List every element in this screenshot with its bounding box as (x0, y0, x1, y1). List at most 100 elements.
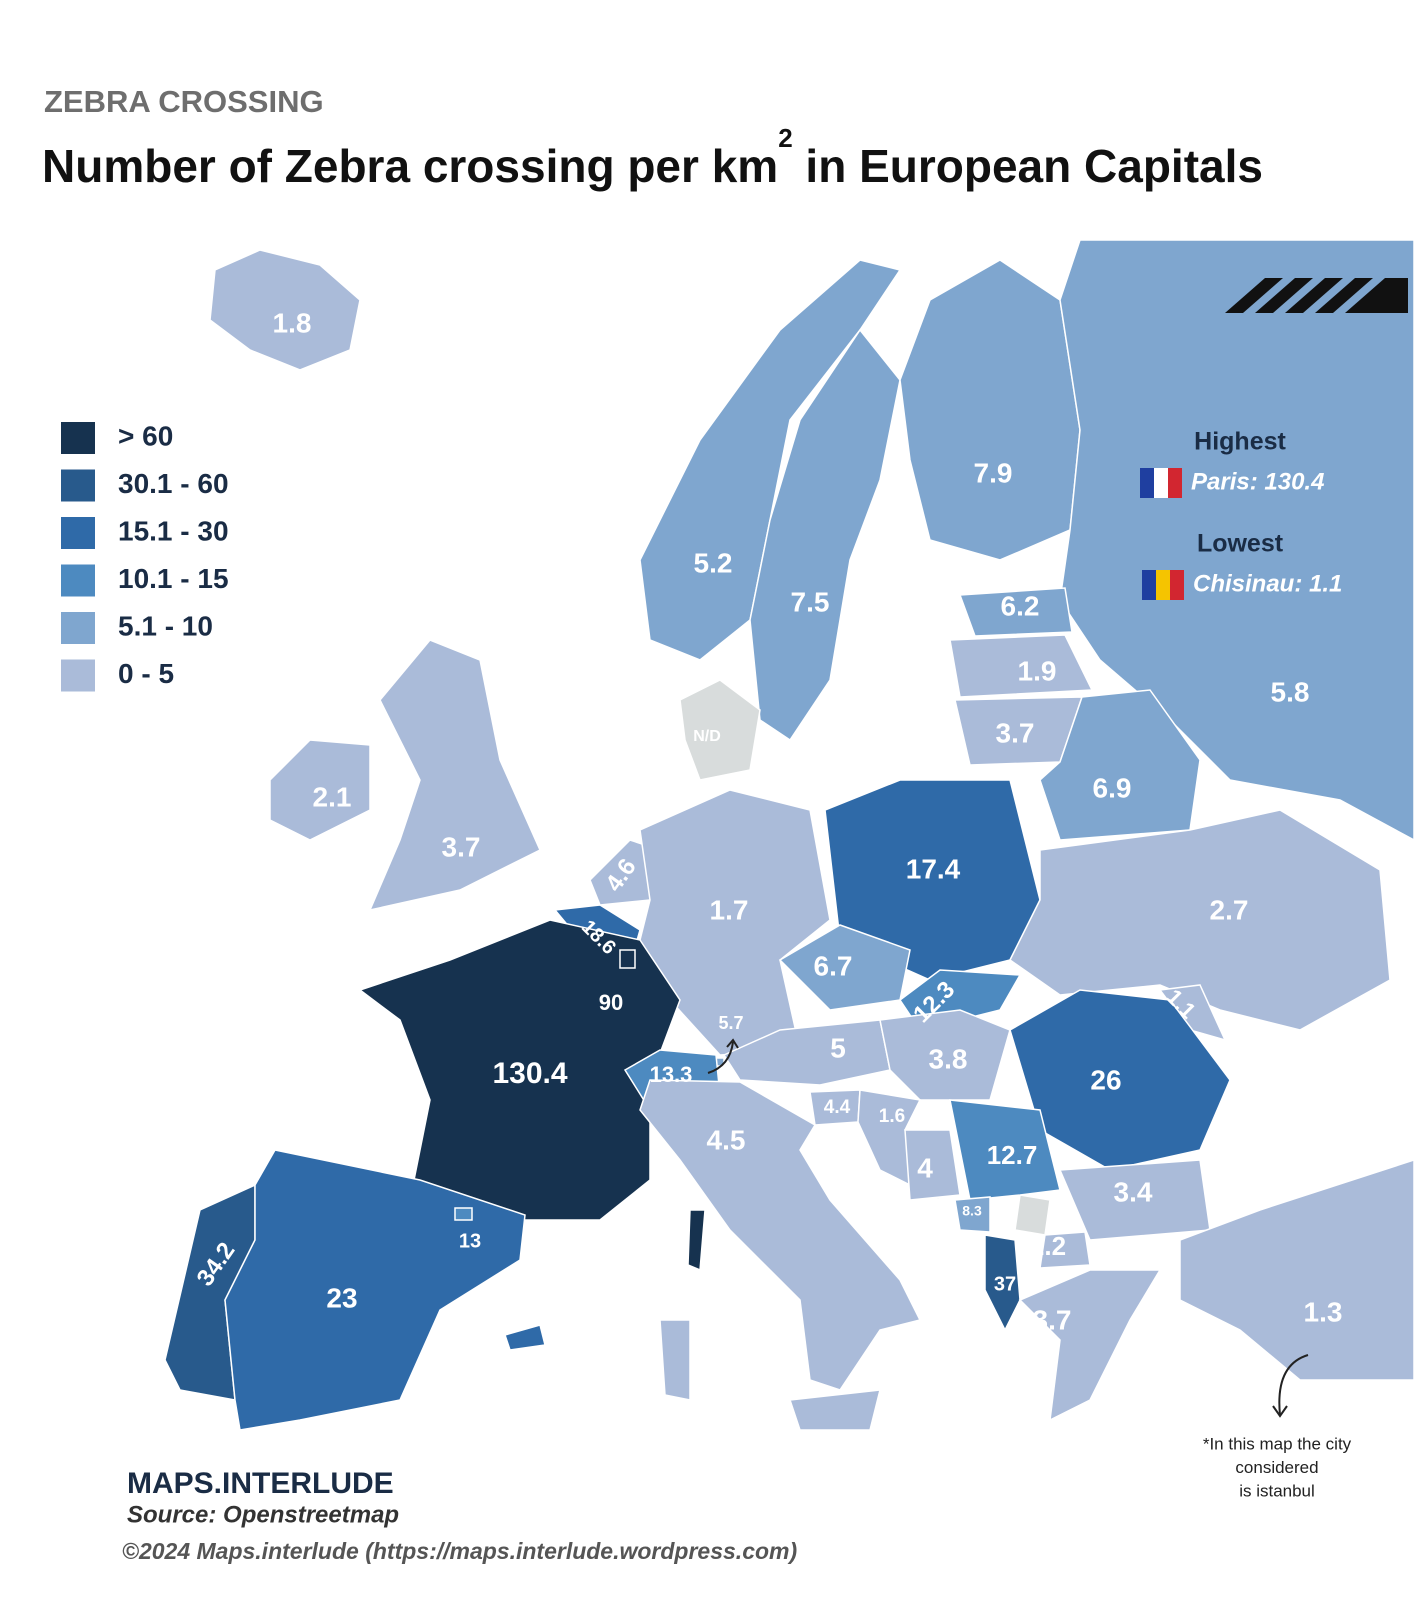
region-label: 2.7 (1210, 894, 1249, 925)
land-shape (659, 1319, 691, 1401)
region (904, 1129, 961, 1201)
region-label: 1.7 (710, 894, 749, 925)
legend-label: 15.1 - 30 (118, 515, 229, 546)
region-label: 4.4 (824, 1097, 851, 1118)
note-line: considered (1235, 1458, 1318, 1477)
region (958, 587, 1073, 637)
note-line: *In this map the city (1203, 1434, 1352, 1453)
region (1009, 809, 1391, 1031)
brand: MAPS.INTERLUDE (127, 1467, 394, 1500)
region-labels: 1.85.27.57.95.86.21.93.76.92.13.7N/D4.61… (192, 307, 1343, 1335)
region-label: 6.9 (1093, 772, 1132, 803)
region-label: 13.3 (650, 1062, 693, 1087)
region-label: 5.8 (1271, 676, 1310, 707)
flag-moldova (1142, 570, 1184, 600)
land-shape (687, 1209, 706, 1272)
region-label: 3.7 (442, 831, 481, 862)
region (984, 1234, 1021, 1332)
land-shape (1014, 1194, 1051, 1236)
legend-swatch (61, 612, 95, 644)
region-label: N/D (693, 728, 721, 745)
region-label: 7.5 (791, 586, 830, 617)
region-label: 4 (917, 1152, 933, 1183)
region-label: 12.7 (987, 1140, 1038, 1170)
highlights: Highest Paris: 130.4 Lowest Chisinau: 1.… (1140, 428, 1342, 600)
legend-swatch (61, 517, 95, 549)
region (454, 1207, 473, 1221)
region (639, 1079, 922, 1391)
region (209, 249, 361, 371)
region-label: 1.8 (273, 307, 312, 338)
region-label: 3.7 (1033, 1304, 1072, 1335)
region-label: 6.7 (814, 950, 853, 981)
region-label: 3.4 (1114, 1176, 1153, 1207)
highest-heading: Highest (1194, 428, 1286, 456)
region (1039, 689, 1201, 841)
region-label: 26 (1090, 1064, 1121, 1095)
region-label: 1.3 (1304, 1296, 1343, 1327)
land-shape (788, 1389, 881, 1431)
region-label: 5.2 (694, 547, 733, 578)
legend-label: 30.1 - 60 (118, 468, 229, 499)
region-label: 130.4 (492, 1057, 567, 1090)
highest: Paris: 130.4 (1191, 468, 1324, 495)
region (358, 919, 681, 1221)
zebra-icon (1225, 278, 1408, 313)
region (679, 679, 761, 781)
legend-swatch (61, 564, 95, 597)
land (164, 239, 1414, 1431)
region (879, 1009, 1011, 1101)
region (1009, 989, 1231, 1171)
region-label: 2.1 (313, 781, 352, 812)
land-shape (504, 1324, 546, 1351)
region (954, 1196, 991, 1233)
flag-france (1140, 468, 1182, 498)
region-label: 13 (459, 1230, 481, 1252)
region-label: 4.5 (707, 1124, 746, 1155)
region-label: 1.9 (1018, 655, 1057, 686)
region-label: 23 (326, 1282, 357, 1313)
region (1039, 1231, 1091, 1269)
region (619, 949, 636, 969)
region-label: 7.9 (974, 457, 1013, 488)
lowest: Chisinau: 1.1 (1193, 570, 1342, 597)
source: Source: Openstreetmap (127, 1501, 399, 1528)
region-label: 17.4 (906, 853, 961, 884)
region (639, 259, 902, 661)
regions (164, 239, 1414, 1431)
region-label: 37 (994, 1273, 1016, 1295)
title-main: Number of Zebra crossing per km (42, 140, 778, 192)
region (778, 924, 911, 1011)
title-end: in European Capitals (793, 140, 1263, 192)
note-line: is istanbul (1239, 1481, 1315, 1500)
legend-label: 5.1 - 10 (118, 610, 213, 641)
arrows (707, 1038, 1309, 1418)
region (949, 1099, 1061, 1201)
region (224, 1149, 526, 1431)
legend-swatch (61, 469, 95, 502)
region-label: 8.3 (962, 1203, 982, 1219)
region-label: 6.2 (1001, 590, 1040, 621)
region (949, 634, 1094, 698)
legend-label: > 60 (118, 420, 173, 451)
region-label: 5 (830, 1032, 846, 1063)
region (749, 328, 901, 742)
title: Number of Zebra crossing per km2 in Euro… (42, 123, 1263, 192)
region-label: 3.7 (996, 717, 1035, 748)
region-label: 90 (599, 990, 623, 1015)
kicker: ZEBRA CROSSING (44, 84, 324, 119)
region-label: 2.2 (1030, 1231, 1066, 1261)
title-sup: 2 (778, 123, 792, 153)
region (269, 739, 371, 841)
legend: > 60 30.1 - 60 15.1 - 30 10.1 - 15 5.1 - 10 0… (61, 420, 229, 692)
region-label: 1.6 (879, 1106, 905, 1127)
region (1179, 1159, 1414, 1381)
region-label: 5.7 (718, 1013, 743, 1033)
copyright: ©2024 Maps.interlude (https://maps.inter… (122, 1538, 797, 1564)
note: *In this map the city considered is istanb… (1203, 1434, 1352, 1500)
region-label: 3.8 (929, 1043, 968, 1074)
legend-swatch (61, 659, 95, 692)
legend-label: 10.1 - 15 (118, 563, 229, 594)
legend-label: 0 - 5 (118, 658, 174, 689)
